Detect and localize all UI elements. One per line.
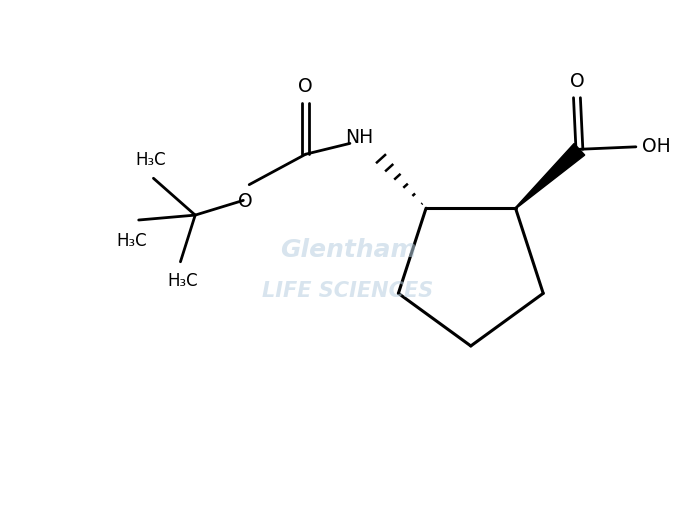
- Text: O: O: [569, 72, 584, 92]
- Text: H₃C: H₃C: [116, 231, 147, 250]
- Text: Glentham: Glentham: [280, 238, 416, 262]
- Text: NH: NH: [346, 127, 374, 147]
- Text: LIFE SCIENCES: LIFE SCIENCES: [262, 281, 434, 301]
- Text: OH: OH: [642, 137, 671, 157]
- Text: O: O: [299, 77, 313, 96]
- Text: O: O: [238, 192, 253, 211]
- Polygon shape: [515, 144, 585, 209]
- Text: H₃C: H₃C: [136, 151, 166, 168]
- Text: H₃C: H₃C: [168, 272, 198, 290]
